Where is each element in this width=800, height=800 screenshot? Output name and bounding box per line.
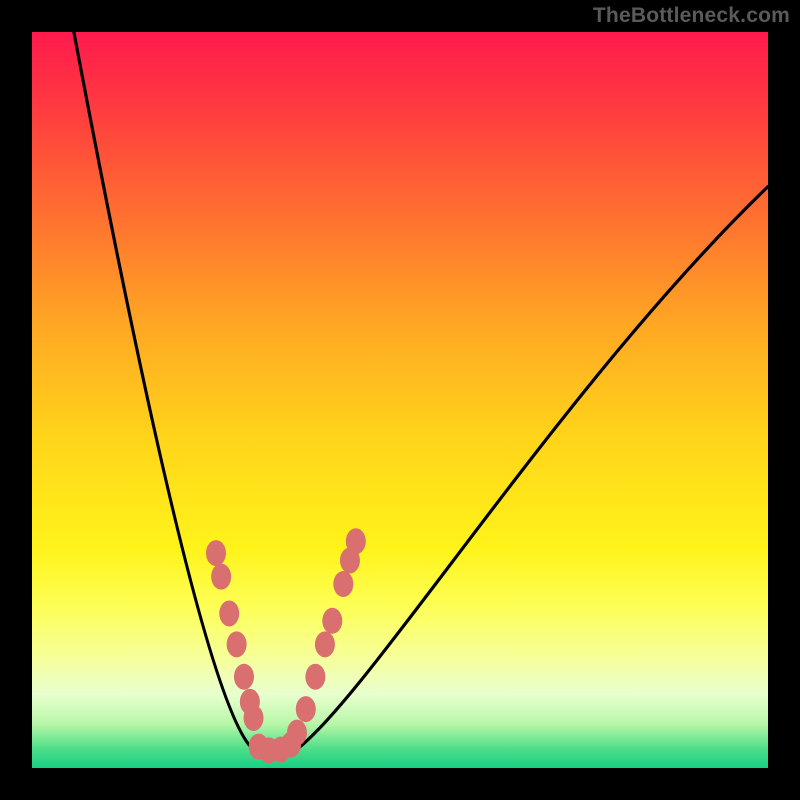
watermark-text: TheBottleneck.com bbox=[593, 4, 790, 28]
curve-marker bbox=[206, 540, 226, 566]
curve-marker bbox=[296, 696, 316, 722]
curve-marker bbox=[287, 720, 307, 746]
bottleneck-curve bbox=[72, 32, 768, 750]
markers-group bbox=[206, 528, 366, 763]
curve-marker bbox=[234, 664, 254, 690]
chart-container: TheBottleneck.com bbox=[0, 0, 800, 800]
curve-marker bbox=[333, 571, 353, 597]
curve-marker bbox=[305, 664, 325, 690]
curve-marker bbox=[322, 608, 342, 634]
curve-marker bbox=[211, 564, 231, 590]
curve-marker bbox=[219, 600, 239, 626]
curve-marker bbox=[346, 528, 366, 554]
chart-overlay bbox=[32, 32, 768, 768]
curve-marker bbox=[227, 631, 247, 657]
curve-marker bbox=[315, 631, 335, 657]
curve-marker bbox=[244, 705, 264, 731]
plot-area bbox=[32, 32, 768, 768]
